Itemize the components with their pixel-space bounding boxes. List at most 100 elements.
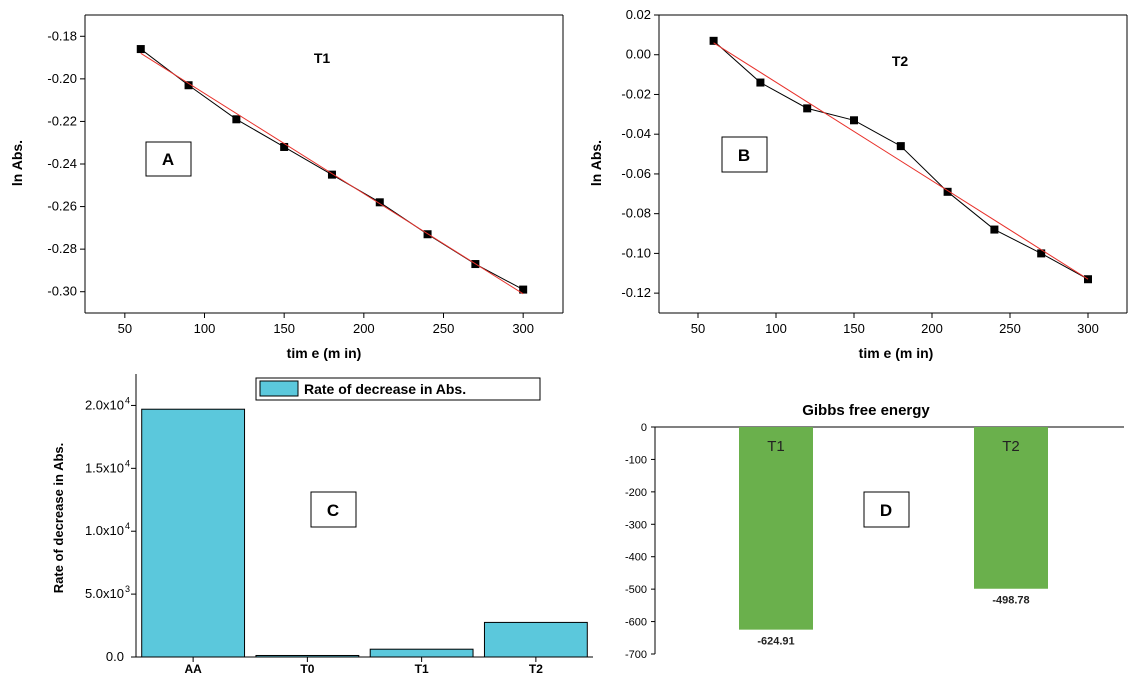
panel-b-letter-box — [721, 136, 768, 173]
panel-d-data-label: -624.91 — [757, 636, 794, 648]
panel-c-y-tick-exponent: 4 — [125, 458, 130, 468]
panel-a-letter: A — [162, 150, 174, 169]
panel-c-y-tick-label: 0.0 — [106, 649, 124, 664]
panel-a-x-tick-label: 200 — [353, 321, 375, 336]
panel-b-data-point — [709, 36, 718, 45]
panel-d-letter-box — [863, 491, 910, 528]
panel-c-y-tick-label: 2.0x10 — [85, 397, 124, 412]
panel-a-data-point — [375, 198, 384, 207]
panel-a-data-point — [519, 285, 528, 294]
panel-b-fit-line — [713, 42, 1089, 280]
panel-d-bar-chart: Gibbs free energy D 0 -100 -200 -300 -400 -50… — [625, 402, 1124, 661]
panel-c-y-tick-label: 1.5x10 — [85, 460, 124, 475]
panel-c-ylabel: Rate of decrease in Abs. — [51, 443, 66, 594]
panel-c-y-tick-exponent: 4 — [125, 395, 130, 405]
panel-a-letter-box — [145, 141, 192, 177]
panel-d-letter: D — [880, 501, 892, 520]
panel-a-ylabel: ln Abs. — [9, 140, 25, 186]
panel-a-y-tick-label: -0.18 — [47, 28, 77, 43]
panel-b-y-tick-label: -0.02 — [621, 86, 651, 101]
panel-d-y-tick-label: -100 — [625, 454, 647, 466]
panel-d-bar — [739, 427, 813, 630]
panel-c-x-tick-label: AA — [184, 662, 202, 676]
panel-a-xlabel: tim e (m in) — [287, 345, 362, 361]
panel-a-y-tick-label: -0.20 — [47, 71, 77, 86]
panel-c-y-tick-label: 5.0x10 — [85, 586, 124, 601]
panel-a-y-tick-label: -0.28 — [47, 241, 77, 256]
panel-c-x-tick-label: T1 — [415, 662, 429, 676]
panel-a-y-tick-label: -0.24 — [47, 156, 77, 171]
panel-a-y-tick-label: -0.26 — [47, 199, 77, 214]
panel-d-bar-category-label: T1 — [767, 438, 785, 455]
panel-a-title: T1 — [314, 50, 331, 66]
panel-c-bar-chart: C Rate of decrease in Abs. Rate of decre… — [51, 374, 593, 676]
panel-c-y-tick-exponent: 4 — [125, 521, 130, 531]
panel-a-data-point — [136, 45, 145, 54]
panel-b-data-point — [756, 78, 765, 87]
panel-a-x-tick-label: 150 — [273, 321, 295, 336]
panel-d-y-tick-label: -300 — [625, 519, 647, 531]
panel-b-x-tick-label: 250 — [999, 321, 1021, 336]
panel-b-y-tick-label: -0.06 — [621, 166, 651, 181]
panel-b-data-point — [943, 187, 952, 196]
panel-c-letter: C — [327, 501, 339, 520]
panel-b-y-tick-label: -0.10 — [621, 245, 651, 260]
panel-d-data-label: -498.78 — [992, 595, 1029, 607]
panel-c-y-tick-exponent: 3 — [125, 584, 130, 594]
panel-b-y-tick-label: -0.12 — [621, 285, 651, 300]
panel-a-data-line — [140, 48, 524, 291]
panel-a-x-tick-label: 100 — [194, 321, 216, 336]
panel-b-data-point — [803, 104, 812, 113]
panel-d-y-tick-label: -500 — [625, 584, 647, 596]
panel-a-data-point — [327, 170, 336, 179]
panel-b-data-point — [896, 142, 905, 151]
panel-c-legend-swatch — [259, 380, 299, 397]
panel-c-letter-box — [310, 491, 357, 528]
panel-d-y-tick-label: -600 — [625, 617, 647, 629]
panel-b-x-tick-label: 150 — [843, 321, 865, 336]
panel-c-bar — [141, 408, 246, 658]
panel-b-data-point — [990, 225, 999, 234]
panel-a-line-chart: T1 A tim e (m in) ln Abs. 50 100 150 200 250… — [9, 14, 564, 361]
panel-d-y-tick-label: -400 — [625, 552, 647, 564]
panel-a-x-tick-label: 250 — [433, 321, 455, 336]
panel-d-bar — [974, 427, 1048, 589]
panel-b-data-point — [1037, 249, 1046, 258]
panel-a-x-tick-label: 300 — [512, 321, 534, 336]
panel-c-legend-box — [255, 377, 541, 401]
panel-b-line-chart: T2 B tim e (m in) ln Abs. 50 100 150 200 250… — [588, 7, 1128, 361]
panel-c-y-tick-label: 1.0x10 — [85, 523, 124, 538]
panel-c-x-tick-label: T0 — [300, 662, 314, 676]
panel-d-y-tick-label: 0 — [641, 422, 647, 434]
panel-b-xlabel: tim e (m in) — [859, 345, 934, 361]
panel-d-title: Gibbs free energy — [802, 402, 930, 419]
panel-c-bar — [255, 654, 360, 658]
panel-b-y-tick-label: 0.02 — [626, 7, 651, 22]
panel-b-x-tick-label: 200 — [921, 321, 943, 336]
panel-b-x-tick-label: 50 — [691, 321, 705, 336]
panel-a-y-tick-label: -0.30 — [47, 284, 77, 299]
panel-c-bar — [369, 648, 474, 658]
panel-b-y-tick-label: -0.08 — [621, 206, 651, 221]
panel-b-letter: B — [738, 146, 750, 165]
panel-b-data-point — [850, 116, 858, 125]
panel-b-x-tick-label: 100 — [765, 321, 787, 336]
panel-a-y-tick-label: -0.22 — [47, 113, 77, 128]
panel-a-data-point — [184, 81, 193, 90]
panel-b-y-tick-label: -0.04 — [621, 126, 651, 141]
panel-d-y-tick-label: -200 — [625, 487, 647, 499]
panel-d-bar-category-label: T2 — [1002, 438, 1020, 455]
panel-d-y-tick-label: -700 — [625, 649, 647, 661]
panel-a-data-point — [232, 115, 241, 124]
panel-b-ylabel: ln Abs. — [588, 140, 604, 186]
panel-a-x-tick-label: 50 — [118, 321, 132, 336]
panel-b-x-tick-label: 300 — [1077, 321, 1099, 336]
panel-a-fit-line — [140, 52, 524, 295]
panel-a-data-point — [280, 142, 289, 151]
panel-b-y-tick-label: 0.00 — [626, 47, 651, 62]
panel-b-title: T2 — [892, 53, 909, 69]
panel-c-x-tick-label: T2 — [529, 662, 543, 676]
panel-c-bar — [483, 621, 588, 658]
panel-c-legend-label: Rate of decrease in Abs. — [304, 381, 466, 397]
